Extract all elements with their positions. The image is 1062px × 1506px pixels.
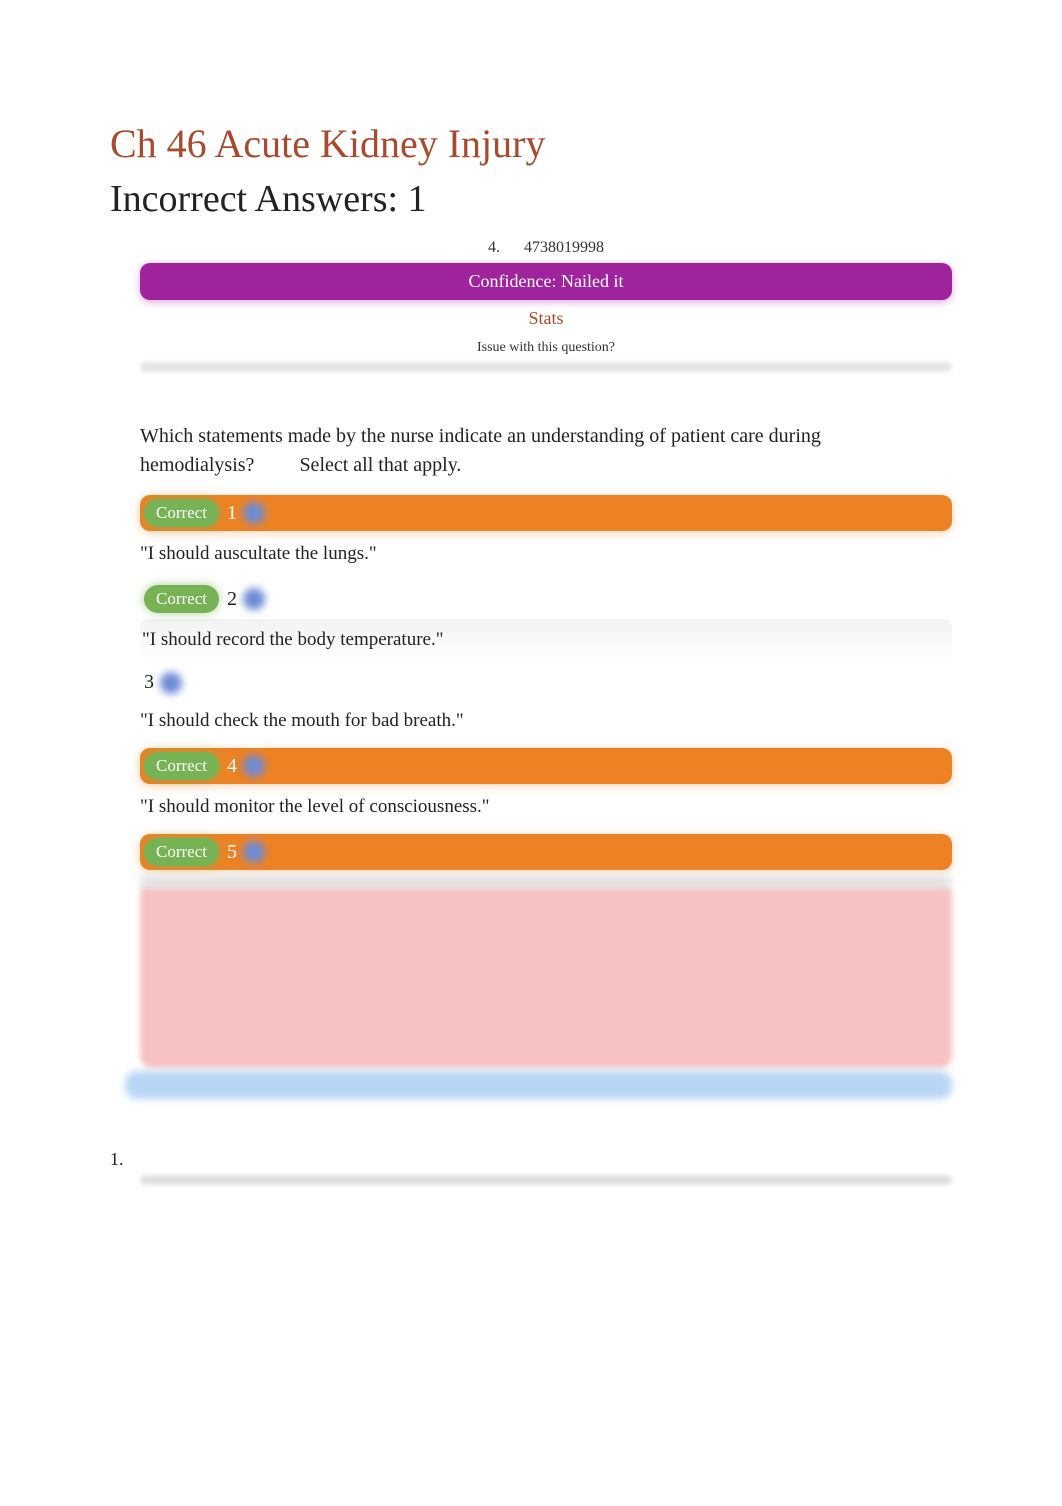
option-header-3[interactable]: 3 (140, 667, 952, 698)
question-meta: 4. 4738019998 Confidence: Nailed it Stat… (140, 236, 952, 372)
correct-badge: Correct (144, 585, 219, 613)
confidence-badge: Confidence: Nailed it (140, 263, 952, 300)
option-number: 5 (227, 841, 237, 864)
option-text-3: "I should check the mouth for bad breath… (140, 700, 952, 742)
selection-dot-icon (243, 755, 265, 777)
option-number: 4 (227, 755, 237, 778)
incorrect-heading: Incorrect Answers: 1 (110, 177, 952, 221)
issue-link[interactable]: Issue with this question? (140, 337, 952, 359)
selection-dot-icon (160, 672, 182, 694)
option-text-2: "I should record the body temperature." (140, 619, 952, 661)
option-number: 2 (227, 588, 237, 611)
question-stem-text: Which statements made by the nurse indic… (140, 425, 821, 476)
blur-separator (140, 362, 952, 372)
correct-badge: Correct (144, 752, 219, 780)
bottom-bar-blurred (125, 1071, 952, 1099)
option-header-2[interactable]: Correct 2 (140, 581, 952, 617)
question-stem: Which statements made by the nurse indic… (140, 422, 840, 480)
selection-dot-icon (243, 588, 265, 610)
option-text-4: "I should monitor the level of conscious… (140, 786, 952, 828)
option-header-4[interactable]: Correct 4 (140, 748, 952, 784)
list-marker: 1. (110, 1149, 124, 1169)
content-container: Ch 46 Acute Kidney Injury Incorrect Answ… (110, 120, 952, 1185)
question-id-row: 4. 4738019998 (140, 236, 952, 260)
option-number: 3 (144, 671, 154, 694)
options-list: Correct 1 "I should auscultate the lungs… (140, 495, 952, 870)
selection-dot-icon (243, 502, 265, 524)
correct-badge: Correct (144, 838, 219, 866)
stats-link[interactable]: Stats (140, 303, 952, 334)
option-header-5[interactable]: Correct 5 (140, 834, 952, 870)
option-header-1[interactable]: Correct 1 (140, 495, 952, 531)
numbered-list-item: 1. (110, 1149, 952, 1185)
explanation-blurred (140, 888, 952, 1068)
option-text-1: "I should auscultate the lungs." (140, 533, 952, 575)
correct-badge: Correct (144, 499, 219, 527)
question-number: 4. (488, 239, 500, 257)
option-number: 1 (227, 502, 237, 525)
question-id: 4738019998 (524, 239, 604, 256)
sata-instruction: Select all that apply. (299, 451, 461, 480)
chapter-title: Ch 46 Acute Kidney Injury (110, 120, 952, 167)
list-content-blurred (140, 1175, 952, 1185)
selection-dot-icon (243, 841, 265, 863)
